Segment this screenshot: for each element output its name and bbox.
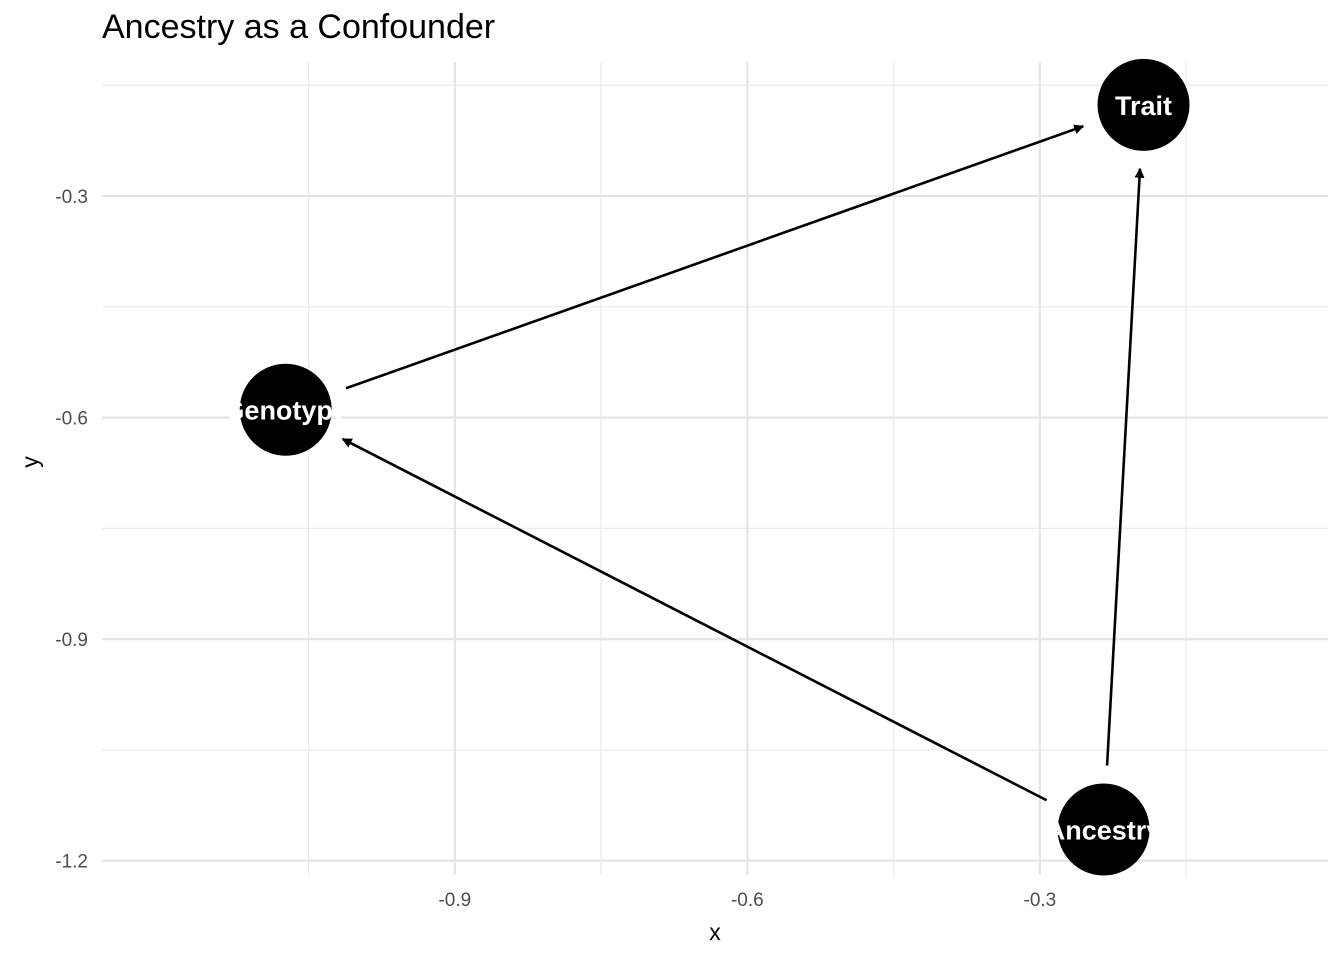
x-tick-label: -0.9 xyxy=(438,890,471,911)
grid-major xyxy=(102,62,1328,875)
chart-title: Ancestry as a Confounder xyxy=(102,8,496,46)
edge-genotype-to-trait xyxy=(345,124,1085,390)
x-axis-title: x xyxy=(709,919,721,945)
nodes: Genotype Trait Ancestry xyxy=(223,58,1190,876)
x-tick-label: -0.3 xyxy=(1024,890,1057,911)
node-genotype xyxy=(239,363,332,456)
x-axis-ticks: -0.9 -0.6 -0.3 xyxy=(438,890,1056,911)
node-label-genotype: Genotype xyxy=(223,396,348,426)
edge-ancestry-to-genotype xyxy=(341,437,1048,802)
node-label-trait: Trait xyxy=(1115,91,1172,121)
node-ancestry xyxy=(1057,783,1150,876)
edge-ancestry-to-trait xyxy=(1105,167,1145,766)
node-label-ancestry: Ancestry xyxy=(1046,816,1162,846)
grid-minor xyxy=(102,62,1328,875)
y-tick-label: -0.3 xyxy=(55,187,88,208)
y-axis-title: y xyxy=(17,456,43,468)
y-tick-label: -0.9 xyxy=(55,630,88,651)
y-axis-ticks: -0.3 -0.6 -0.9 -1.2 xyxy=(55,187,88,873)
y-tick-label: -0.6 xyxy=(55,409,88,430)
node-trait xyxy=(1097,58,1190,151)
y-tick-label: -1.2 xyxy=(55,852,88,873)
edges xyxy=(341,124,1145,802)
x-tick-label: -0.6 xyxy=(731,890,764,911)
